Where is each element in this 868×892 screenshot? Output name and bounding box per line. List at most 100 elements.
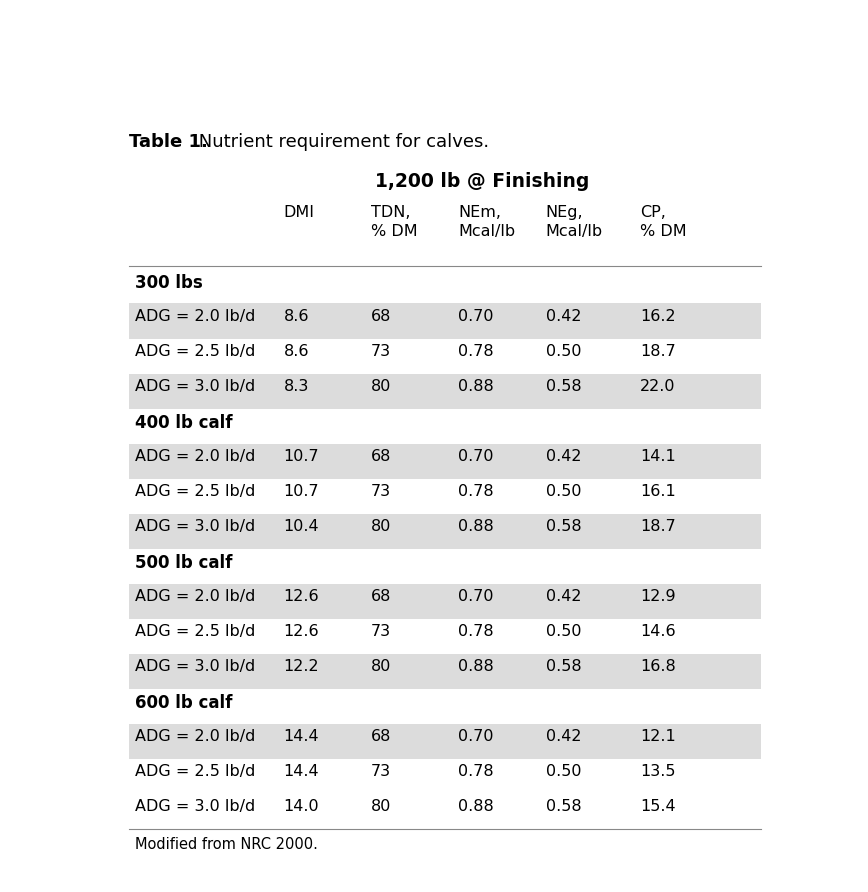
Text: TDN,
% DM: TDN, % DM [371,205,418,239]
Text: 0.58: 0.58 [546,519,582,534]
Text: 0.42: 0.42 [546,309,582,324]
Text: 18.7: 18.7 [640,343,675,359]
Text: 12.2: 12.2 [284,659,319,674]
Text: ADG = 3.0 lb/d: ADG = 3.0 lb/d [135,519,256,534]
Bar [128,479,761,514]
Text: ADG = 2.5 lb/d: ADG = 2.5 lb/d [135,764,256,779]
Text: ADG = 2.5 lb/d: ADG = 2.5 lb/d [135,343,256,359]
Text: 14.4: 14.4 [284,764,319,779]
Text: 0.78: 0.78 [458,624,494,639]
Text: 12.1: 12.1 [640,729,675,744]
Bar [128,409,761,443]
Text: 10.4: 10.4 [284,519,319,534]
Text: 8.6: 8.6 [284,309,309,324]
Text: 68: 68 [371,729,391,744]
Text: 0.50: 0.50 [546,764,582,779]
Bar [128,514,761,549]
Text: 0.58: 0.58 [546,799,582,814]
Text: 0.58: 0.58 [546,379,582,393]
Text: 0.88: 0.88 [458,659,494,674]
Text: 0.70: 0.70 [458,729,494,744]
Text: 15.4: 15.4 [640,799,675,814]
Text: 80: 80 [371,799,391,814]
Text: 0.70: 0.70 [458,449,494,464]
Bar [128,374,761,409]
Text: 73: 73 [371,483,391,499]
Text: 13.5: 13.5 [640,764,675,779]
Text: ADG = 2.0 lb/d: ADG = 2.0 lb/d [135,729,256,744]
Text: DMI: DMI [284,205,314,220]
Text: 68: 68 [371,309,391,324]
Text: 14.1: 14.1 [640,449,675,464]
Text: 0.50: 0.50 [546,624,582,639]
Text: 68: 68 [371,589,391,604]
Text: 73: 73 [371,764,391,779]
Text: 0.50: 0.50 [546,483,582,499]
Text: NEg,
Mcal/lb: NEg, Mcal/lb [546,205,603,239]
Text: ADG = 2.5 lb/d: ADG = 2.5 lb/d [135,624,256,639]
Bar [128,443,761,479]
Text: 16.8: 16.8 [640,659,675,674]
Text: 18.7: 18.7 [640,519,675,534]
Text: 8.3: 8.3 [284,379,309,393]
Bar [128,338,761,374]
Text: ADG = 3.0 lb/d: ADG = 3.0 lb/d [135,659,256,674]
Text: 68: 68 [371,449,391,464]
Text: ADG = 2.0 lb/d: ADG = 2.0 lb/d [135,309,256,324]
Text: Table 1.: Table 1. [128,133,207,151]
Text: 73: 73 [371,624,391,639]
Text: Nutrient requirement for calves.: Nutrient requirement for calves. [193,133,489,151]
Bar [128,794,761,829]
Text: 0.42: 0.42 [546,449,582,464]
Text: 0.88: 0.88 [458,379,494,393]
Text: 400 lb calf: 400 lb calf [135,414,233,432]
Text: 14.0: 14.0 [284,799,319,814]
Text: 0.50: 0.50 [546,343,582,359]
Text: 0.42: 0.42 [546,589,582,604]
Bar [128,303,761,338]
Bar [128,619,761,654]
Text: 300 lbs: 300 lbs [135,274,203,292]
Text: 80: 80 [371,519,391,534]
Text: 0.78: 0.78 [458,764,494,779]
Bar [128,583,761,619]
Text: 0.88: 0.88 [458,519,494,534]
Text: 80: 80 [371,659,391,674]
Text: 0.70: 0.70 [458,589,494,604]
Text: ADG = 2.0 lb/d: ADG = 2.0 lb/d [135,589,256,604]
Text: 16.2: 16.2 [640,309,675,324]
Text: 1,200 lb @ Finishing: 1,200 lb @ Finishing [375,172,589,191]
Text: 12.6: 12.6 [284,624,319,639]
Text: 14.6: 14.6 [640,624,675,639]
Bar [128,268,761,303]
Text: 10.7: 10.7 [284,483,319,499]
Bar [128,654,761,689]
Text: 22.0: 22.0 [640,379,675,393]
Text: 0.78: 0.78 [458,343,494,359]
Text: 0.70: 0.70 [458,309,494,324]
Text: ADG = 2.5 lb/d: ADG = 2.5 lb/d [135,483,256,499]
Text: 500 lb calf: 500 lb calf [135,554,233,572]
Text: ADG = 2.0 lb/d: ADG = 2.0 lb/d [135,449,256,464]
Text: 0.78: 0.78 [458,483,494,499]
Text: Modified from NRC 2000.: Modified from NRC 2000. [135,838,319,852]
Text: 10.7: 10.7 [284,449,319,464]
Text: 16.1: 16.1 [640,483,675,499]
Text: 0.42: 0.42 [546,729,582,744]
Text: 8.6: 8.6 [284,343,309,359]
Text: 14.4: 14.4 [284,729,319,744]
Text: ADG = 3.0 lb/d: ADG = 3.0 lb/d [135,379,256,393]
Text: CP,
% DM: CP, % DM [640,205,687,239]
Text: ADG = 3.0 lb/d: ADG = 3.0 lb/d [135,799,256,814]
Bar [128,549,761,583]
Text: 0.88: 0.88 [458,799,494,814]
Text: 73: 73 [371,343,391,359]
Text: 0.58: 0.58 [546,659,582,674]
Text: NEm,
Mcal/lb: NEm, Mcal/lb [458,205,516,239]
Text: 600 lb calf: 600 lb calf [135,694,233,712]
Text: 12.9: 12.9 [640,589,675,604]
Bar [128,759,761,794]
Text: 80: 80 [371,379,391,393]
Text: 12.6: 12.6 [284,589,319,604]
Bar [128,723,761,759]
